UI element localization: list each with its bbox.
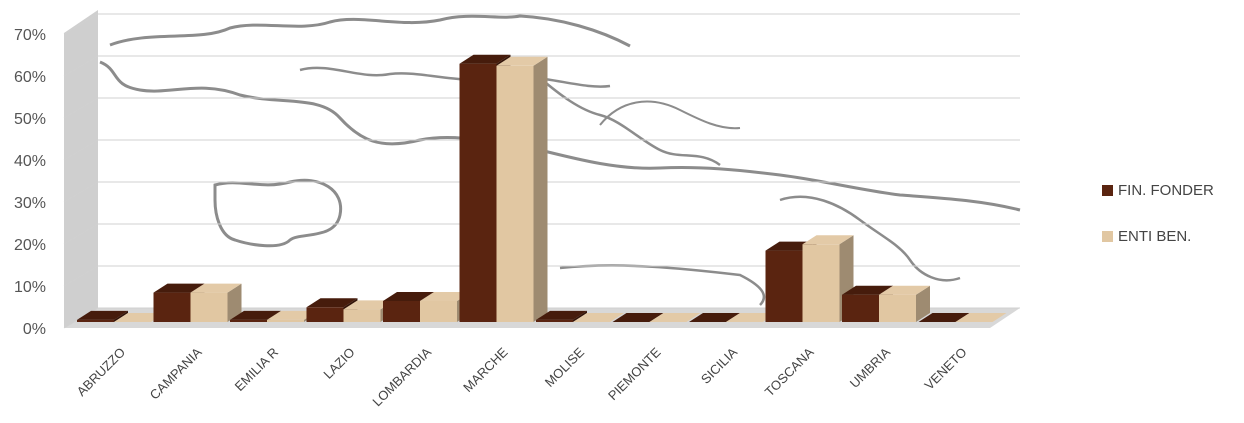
y-tick-label: 50% (14, 111, 46, 128)
x-tick-label: LOMBARDIA (369, 344, 434, 409)
x-tick-label: ABRUZZO (74, 345, 129, 400)
bar-molise-enti-ben (573, 313, 624, 322)
bar-sicilia-enti-ben (726, 313, 777, 322)
y-axis: 0% 10% 20% 30% 40% 50% 60% 70% (14, 27, 46, 338)
x-tick-label: CAMPANIA (147, 344, 205, 402)
x-tick-label: PIEMONTE (605, 344, 664, 403)
gridline (63, 97, 99, 119)
bar-veneto-fin-fonder (918, 313, 970, 322)
bar-toscana-enti-ben (802, 235, 854, 322)
legend-item-enti-ben: ENTI BEN. (1102, 226, 1214, 246)
y-tick-label: 10% (14, 279, 46, 296)
gridline (63, 223, 99, 245)
legend-label: FIN. FONDER (1118, 181, 1214, 199)
gridline (63, 265, 99, 287)
y-tick-label: 60% (14, 69, 46, 86)
legend-item-fin-fonder: FIN. FONDER (1102, 180, 1214, 200)
x-tick-label: EMILIA R (232, 345, 281, 394)
x-tick-label: SICILIA (698, 344, 741, 387)
side-wall (64, 10, 98, 328)
bar-umbria-enti-ben (879, 285, 930, 322)
x-tick-label: LAZIO (320, 345, 357, 382)
gridline (63, 139, 99, 161)
legend-swatch (1102, 184, 1113, 196)
bar-sicilia-fin-fonder (689, 313, 740, 322)
x-tick-label: MARCHE (460, 344, 511, 395)
gridline (63, 13, 99, 35)
y-tick-label: 0% (23, 321, 46, 338)
bar-campania-enti-ben (190, 283, 242, 322)
gridline (63, 55, 99, 77)
gridlines (63, 13, 1020, 329)
x-axis: ABRUZZO CAMPANIA EMILIA R LAZIO LOMBARDIA MAR… (74, 344, 970, 409)
gridline (63, 181, 99, 203)
bar-molise-fin-fonder (536, 310, 587, 322)
y-tick-label: 40% (14, 153, 46, 170)
legend-swatch (1102, 230, 1113, 242)
x-tick-label: UMBRIA (847, 344, 894, 391)
bar-veneto-enti-ben (955, 313, 1007, 322)
x-tick-label: VENETO (921, 345, 969, 393)
legend-label: ENTI BEN. (1118, 227, 1192, 245)
y-tick-label: 30% (14, 195, 46, 212)
bar-abruzzo-fin-fonder (77, 310, 128, 322)
bars (77, 54, 1007, 323)
y-tick-label: 20% (14, 237, 46, 254)
bar-marche-enti-ben (496, 56, 548, 323)
bar-piemonte-enti-ben (649, 313, 701, 322)
bar-abruzzo-enti-ben (114, 313, 165, 322)
x-tick-label: TOSCANA (762, 344, 817, 399)
bar-piemonte-fin-fonder (612, 313, 664, 322)
legend: FIN. FONDER ENTI BEN. (1102, 180, 1214, 272)
x-tick-label: MOLISE (542, 344, 588, 390)
y-tick-label: 70% (14, 27, 46, 44)
